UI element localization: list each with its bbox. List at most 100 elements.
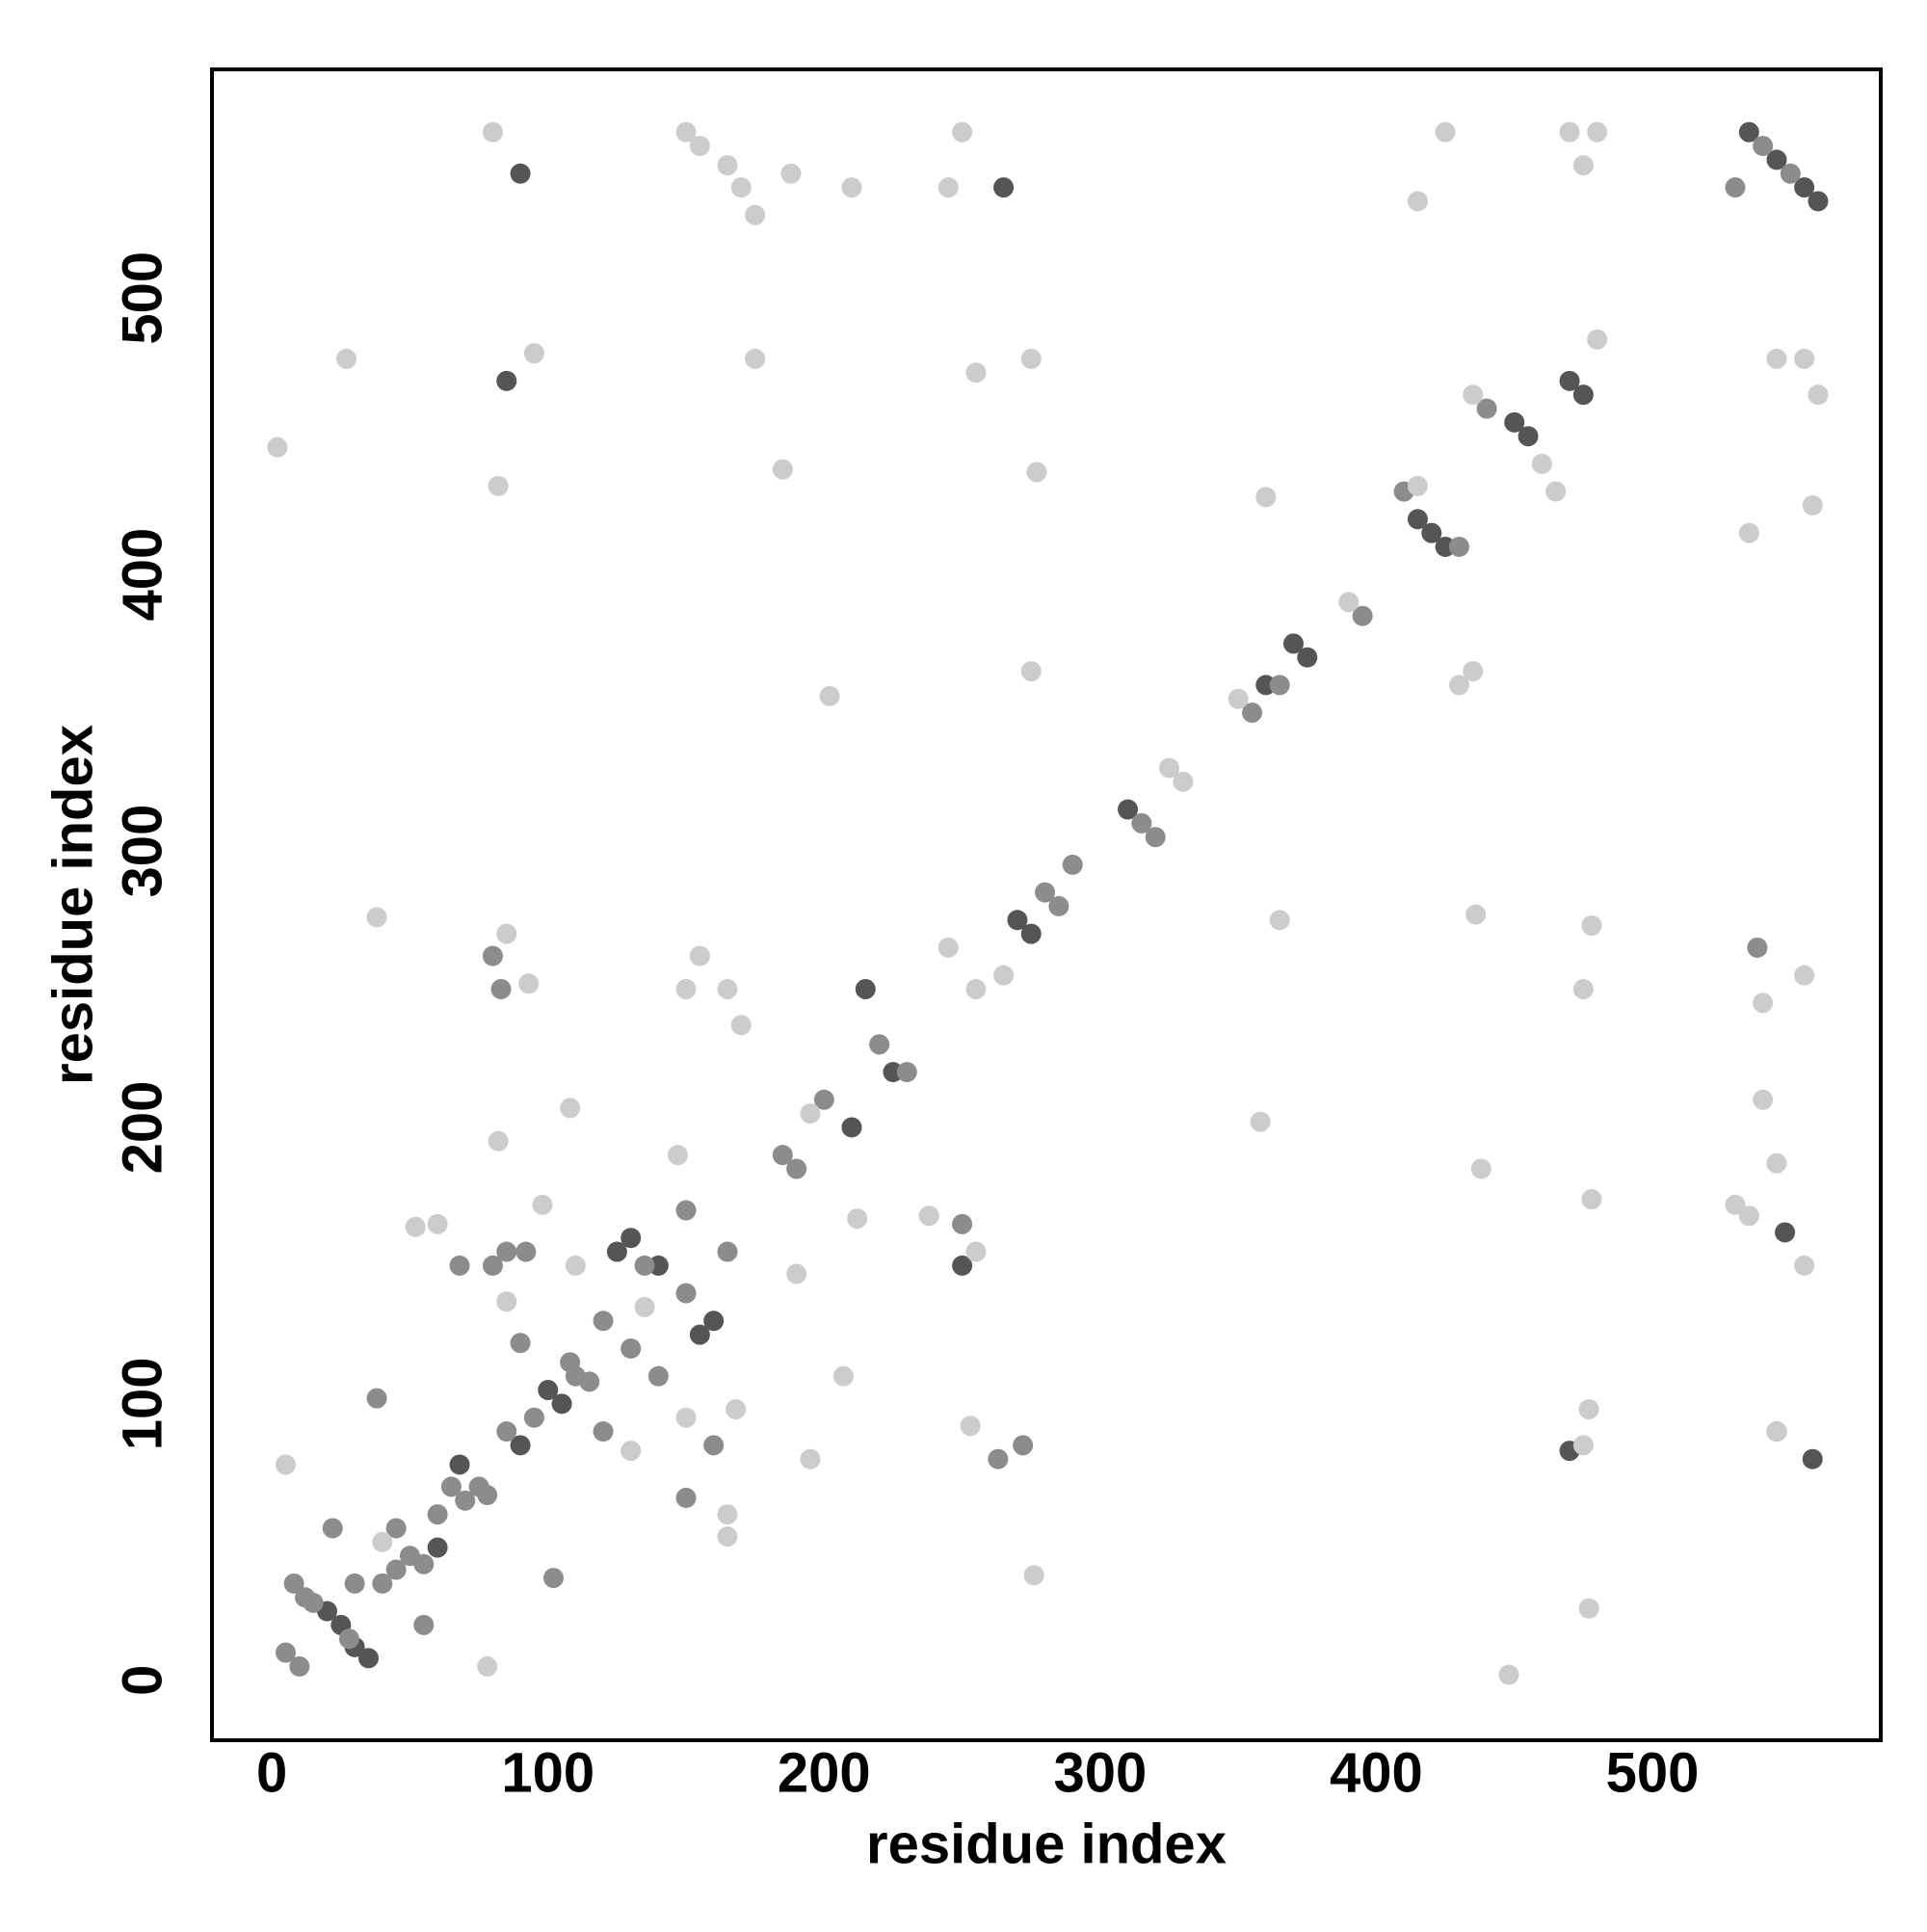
point [988, 1448, 1009, 1469]
point [482, 945, 503, 966]
point [1159, 757, 1180, 779]
point [703, 1310, 725, 1332]
point [1808, 384, 1829, 406]
point [634, 1255, 655, 1276]
point [952, 1213, 973, 1234]
point [1725, 1194, 1746, 1215]
point [1269, 675, 1290, 696]
point [276, 1642, 297, 1663]
point [496, 1421, 517, 1442]
point [1048, 895, 1069, 916]
point [780, 163, 802, 184]
point [1794, 965, 1815, 986]
point [1545, 481, 1567, 502]
point [717, 1241, 738, 1262]
point [855, 979, 876, 1000]
point [496, 1241, 517, 1262]
point [322, 1518, 343, 1539]
point [952, 1255, 973, 1276]
point [1035, 882, 1056, 903]
point [283, 1573, 304, 1594]
point [1145, 827, 1166, 848]
point [993, 965, 1015, 986]
point [1338, 592, 1359, 613]
point [675, 1283, 697, 1304]
point [1747, 937, 1768, 958]
point [1587, 121, 1608, 143]
point [1020, 923, 1042, 944]
x-tick-label: 400 [1330, 1741, 1423, 1804]
point [303, 1592, 324, 1613]
point [488, 1130, 509, 1151]
point [1794, 1255, 1815, 1276]
point [965, 362, 987, 384]
point [841, 176, 862, 198]
y-axis-title: residue index [41, 725, 104, 1085]
point [1255, 487, 1277, 508]
point [338, 1628, 359, 1650]
point [800, 1103, 821, 1125]
point [1587, 329, 1608, 350]
point [772, 1145, 793, 1166]
point [490, 979, 512, 1000]
point [440, 1476, 462, 1497]
point [1572, 384, 1594, 406]
point [689, 1324, 710, 1345]
y-tick-label: 400 [111, 528, 173, 622]
point [1766, 149, 1787, 171]
point [937, 937, 959, 958]
point [1007, 910, 1028, 931]
y-tick-label: 500 [111, 251, 173, 345]
point [606, 1241, 627, 1262]
point [1131, 812, 1152, 834]
point [560, 1352, 581, 1373]
point [532, 1194, 553, 1215]
point [593, 1310, 614, 1332]
point [832, 1365, 854, 1387]
point [1808, 191, 1829, 212]
point [813, 1089, 834, 1110]
point [427, 1213, 448, 1234]
point [510, 1435, 531, 1456]
y-tick-label: 200 [111, 1081, 173, 1175]
point [276, 1454, 297, 1475]
point [1802, 494, 1823, 516]
point [385, 1559, 407, 1580]
point [869, 1034, 890, 1055]
point [1352, 605, 1373, 626]
point [413, 1614, 435, 1635]
point [1407, 475, 1428, 496]
point [1738, 522, 1759, 543]
point [496, 370, 517, 391]
point [357, 1648, 379, 1669]
point [1407, 191, 1428, 212]
x-axis-title: residue index [866, 1813, 1227, 1875]
point [1463, 384, 1484, 406]
point [1026, 462, 1047, 483]
point [372, 1531, 393, 1552]
point [620, 1441, 642, 1462]
point [745, 204, 766, 225]
point [689, 135, 710, 156]
point [1766, 1152, 1787, 1174]
point [1269, 910, 1290, 931]
point [717, 155, 738, 176]
point [1118, 799, 1139, 820]
point [1802, 1448, 1823, 1469]
point [1775, 1222, 1796, 1243]
point [1020, 661, 1042, 682]
point [482, 1255, 503, 1276]
y-tick-label: 300 [111, 805, 173, 898]
point [1559, 121, 1580, 143]
point [772, 459, 793, 480]
point [579, 1371, 600, 1392]
point [488, 475, 509, 496]
point [952, 121, 973, 143]
point [427, 1537, 448, 1558]
point [965, 979, 987, 1000]
point [1572, 155, 1594, 176]
point [1250, 1111, 1271, 1132]
point [847, 1208, 868, 1230]
